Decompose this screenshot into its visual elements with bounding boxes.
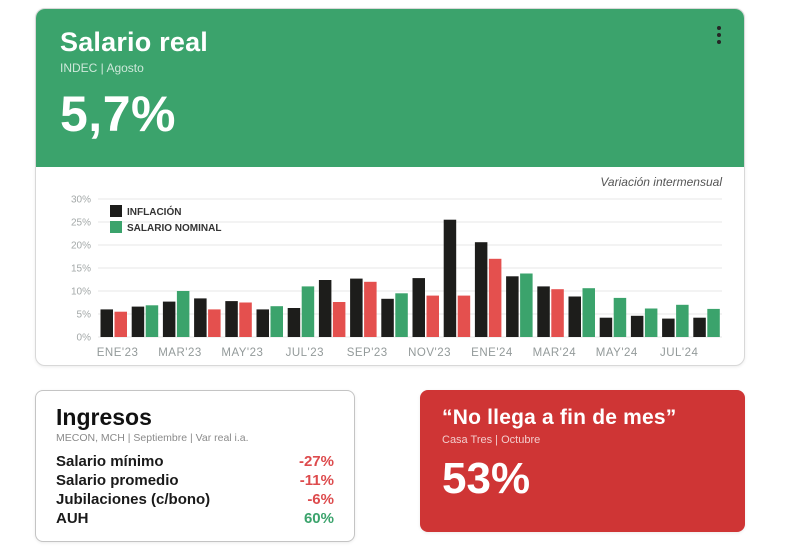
ingresos-row-value: -27%	[298, 453, 334, 470]
bar-salario-nominal: ENE'24 SALARIO NOMINAL 17%	[488, 258, 502, 337]
x-tick-label: MAR'24	[533, 347, 577, 359]
bar-chart-svg: 0%5%10%15%20%25%30%ENE'23 INFLACIÓN 6%EN…	[71, 195, 722, 359]
bar-inflacion: NOV'23 INFLACIÓN 12.8%	[412, 278, 425, 337]
quote-card: “No llega a fin de mes” Casa Tres | Octu…	[420, 390, 745, 532]
bar-inflacion: FEB'23 INFLACIÓN 6.6%	[131, 306, 145, 337]
x-tick-label: ENE'23	[97, 347, 139, 359]
ingresos-row-value: -11%	[299, 472, 334, 489]
x-tick-label: MAY'24	[596, 347, 638, 359]
ingresos-row: Jubilaciones (c/bono) -6%	[56, 490, 334, 509]
legend-label-inflacion: INFLACIÓN	[127, 205, 181, 218]
kebab-dot	[717, 40, 721, 44]
salario-card-subtitle: INDEC | Agosto	[60, 61, 144, 75]
x-tick-label: ENE'24	[471, 347, 513, 359]
bar-inflacion: JUL'23 INFLACIÓN 6.3%	[287, 308, 301, 337]
bar-salario-nominal: MAR'24 SALARIO NOMINAL 10.4%	[551, 289, 564, 337]
x-tick-label: MAY'23	[221, 347, 263, 359]
bar-inflacion: MAR'24 INFLACIÓN 11%	[537, 286, 550, 337]
ingresos-card: Ingresos MECON, MCH | Septiembre | Var r…	[35, 390, 355, 542]
bar-salario-nominal: ABR'23 SALARIO NOMINAL 6%	[208, 309, 221, 337]
ingresos-row-value: -6%	[307, 491, 334, 508]
legend-label-salario: SALARIO NOMINAL	[127, 223, 221, 234]
chart-area: Variación intermensual 0% 5% 10% 15% 20% 25% 3…	[36, 167, 744, 365]
ingresos-row-label: Salario promedio	[56, 472, 179, 489]
bar-inflacion: JUN'23 INFLACIÓN 6%	[256, 309, 269, 337]
kebab-menu-icon[interactable]	[708, 21, 730, 49]
salario-card-title: Salario real	[60, 27, 208, 57]
legend-swatch-salario	[110, 221, 122, 233]
salario-real-value: 5,7%	[60, 86, 176, 142]
bar-chart: 0%5%10%15%20%25%30%ENE'23 INFLACIÓN 6%EN…	[52, 191, 728, 365]
bar-salario-nominal: JUN'24 SALARIO NOMINAL 6.2%	[644, 308, 658, 337]
bar-salario-nominal: DIC'23 SALARIO NOMINAL 9%	[457, 295, 471, 337]
bar-salario-nominal: OCT'23 SALARIO NOMINAL 9.5%	[395, 293, 408, 337]
y-tick-label: 15%	[71, 264, 91, 275]
legend-swatch-inflacion	[110, 205, 122, 217]
chart-note: Variación intermensual	[600, 175, 722, 189]
ingresos-title: Ingresos	[56, 404, 152, 430]
bar-inflacion: JUN'24 INFLACIÓN 4.6%	[630, 315, 644, 337]
ingresos-row: Salario promedio -11%	[56, 471, 334, 490]
bar-salario-nominal: MAR'23 SALARIO NOMINAL 10%	[176, 291, 190, 337]
ingresos-row: AUH 60%	[56, 509, 334, 528]
x-tick-label: MAR'23	[158, 347, 202, 359]
bar-salario-nominal: AGO'23 SALARIO NOMINAL 7.6%	[332, 302, 346, 337]
bar-inflacion: ABR'23 INFLACIÓN 8.4%	[194, 298, 207, 337]
bar-inflacion: DIC'23 INFLACIÓN 25.5%	[443, 219, 457, 337]
quote-title: “No llega a fin de mes”	[442, 406, 677, 429]
bar-inflacion: ENE'23 INFLACIÓN 6%	[100, 309, 113, 337]
ingresos-row-label: Jubilaciones (c/bono)	[56, 491, 211, 508]
kebab-dot	[717, 26, 721, 30]
bar-inflacion: ENE'24 INFLACIÓN 20.6%	[474, 242, 488, 337]
ingresos-row-label: Salario mínimo	[56, 453, 164, 470]
y-tick-label: 30%	[71, 195, 91, 206]
y-tick-label: 20%	[71, 241, 91, 252]
bar-salario-nominal: ABR'24 SALARIO NOMINAL 10.6%	[582, 288, 595, 337]
bar-inflacion: MAY'24 INFLACIÓN 4.2%	[599, 317, 613, 337]
salario-card-header: Salario real INDEC | Agosto 5,7%	[36, 9, 744, 167]
bar-inflacion: AGO'24 INFLACIÓN 4.2%	[693, 317, 706, 337]
salario-real-card: Salario real INDEC | Agosto 5,7% Variaci…	[35, 8, 745, 366]
bar-inflacion: OCT'23 INFLACIÓN 8.3%	[381, 298, 394, 337]
bar-inflacion: FEB'24 INFLACIÓN 13.2%	[506, 276, 519, 337]
quote-subtitle: Casa Tres | Octubre	[442, 434, 541, 446]
x-tick-label: NOV'23	[408, 347, 451, 359]
bar-salario-nominal: MAY'24 SALARIO NOMINAL 8.5%	[613, 297, 627, 337]
bar-salario-nominal: NOV'23 SALARIO NOMINAL 9%	[426, 295, 439, 337]
ingresos-rows: Salario mínimo -27% Salario promedio -11% Ju…	[56, 452, 334, 528]
bar-salario-nominal: ENE'23 SALARIO NOMINAL 5.5%	[114, 311, 127, 337]
bar-inflacion: ABR'24 INFLACIÓN 8.8%	[568, 296, 581, 337]
quote-value: 53%	[442, 454, 531, 503]
ingresos-row-value: 60%	[303, 510, 334, 527]
bar-salario-nominal: JUL'23 SALARIO NOMINAL 11%	[301, 286, 315, 337]
y-tick-label: 0%	[77, 333, 92, 344]
y-tick-label: 10%	[71, 287, 91, 298]
ingresos-row: Salario mínimo -27%	[56, 452, 334, 471]
bar-inflacion: JUL'24 INFLACIÓN 4%	[662, 318, 675, 337]
ingresos-subtitle: MECON, MCH | Septiembre | Var real i.a.	[56, 432, 249, 444]
bar-inflacion: MAR'23 INFLACIÓN 7.7%	[162, 301, 176, 337]
bar-salario-nominal: FEB'24 SALARIO NOMINAL 13.8%	[520, 273, 533, 337]
bar-inflacion: SEP'23 INFLACIÓN 12.7%	[350, 278, 363, 337]
y-tick-label: 5%	[77, 310, 92, 321]
kebab-dot	[717, 33, 721, 37]
bar-salario-nominal: FEB'23 SALARIO NOMINAL 6.9%	[145, 305, 159, 337]
y-tick-label: 25%	[71, 218, 91, 229]
bar-inflacion: AGO'23 INFLACIÓN 12.4%	[318, 280, 332, 337]
bar-inflacion: MAY'23 INFLACIÓN 7.8%	[225, 301, 238, 337]
x-tick-label: JUL'23	[286, 347, 324, 359]
bar-salario-nominal: JUL'24 SALARIO NOMINAL 7%	[676, 304, 689, 337]
bar-salario-nominal: MAY'23 SALARIO NOMINAL 7.5%	[239, 302, 252, 337]
bar-salario-nominal: SEP'23 SALARIO NOMINAL 12%	[364, 281, 377, 337]
x-tick-label: SEP'23	[347, 347, 388, 359]
bar-salario-nominal: JUN'23 SALARIO NOMINAL 6.7%	[270, 306, 283, 337]
x-tick-label: JUL'24	[660, 347, 699, 359]
bar-salario-nominal: AGO'24 SALARIO NOMINAL 6.1%	[707, 308, 720, 337]
ingresos-row-label: AUH	[56, 510, 89, 527]
